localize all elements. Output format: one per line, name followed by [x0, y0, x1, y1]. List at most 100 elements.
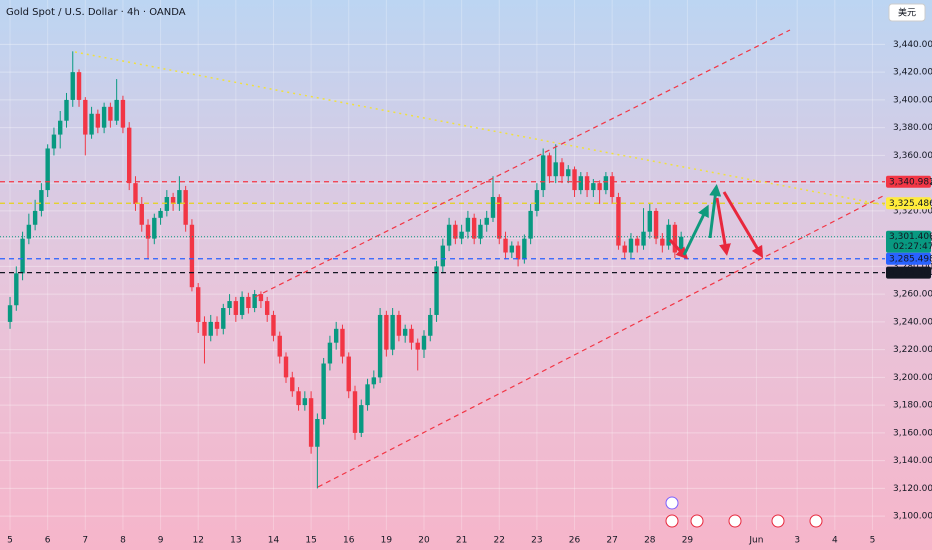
candle-body	[603, 176, 609, 191]
candle-body	[283, 356, 289, 378]
candle-body	[39, 190, 44, 211]
candle-body	[522, 238, 527, 260]
price-label-box	[886, 266, 931, 279]
candle-body	[559, 162, 565, 177]
drawings	[74, 29, 886, 528]
candle-body	[177, 190, 182, 204]
x-tick-label: 13	[230, 536, 241, 546]
candle-body	[547, 155, 552, 177]
x-tick-label: 23	[531, 536, 542, 546]
candle-body	[584, 176, 590, 191]
price-label-box	[886, 230, 931, 253]
x-tick-label: 12	[192, 536, 203, 546]
event-icon[interactable]	[809, 514, 823, 528]
x-tick-label: 5	[7, 536, 13, 546]
countdown: 02:27:47	[893, 242, 932, 252]
chart-title: Gold Spot / U.S. Dollar · 4h · OANDA	[6, 7, 186, 18]
candle-body	[446, 224, 452, 246]
candle-body	[202, 321, 207, 336]
currency-button[interactable]	[888, 3, 926, 22]
candle-body	[628, 238, 634, 253]
candle-body	[20, 238, 25, 274]
candle-body	[258, 294, 264, 302]
candle-body	[515, 245, 521, 260]
candle-body	[233, 301, 239, 315]
candle-body	[440, 245, 446, 267]
x-tick-label: 21	[456, 536, 467, 546]
candle-body	[145, 224, 151, 239]
currency[interactable]: 美元	[898, 7, 916, 19]
event-icon[interactable]	[690, 514, 704, 528]
candle-body	[152, 217, 157, 239]
event-icon[interactable]	[771, 514, 785, 528]
candle-body	[528, 210, 533, 239]
candle-body	[597, 183, 602, 191]
y-tick-label: 3,400.000	[893, 95, 932, 105]
x-tick-label: 16	[343, 536, 355, 546]
candle-body	[635, 238, 640, 246]
candle-body	[553, 162, 558, 177]
candle-body	[396, 314, 402, 336]
x-tick-label: 4	[832, 536, 838, 546]
x-tick-label: 28	[644, 536, 656, 546]
candle-body	[340, 328, 345, 357]
candle-body	[183, 190, 188, 225]
candle-body	[415, 342, 420, 350]
candle-body	[221, 308, 226, 329]
candle-body	[566, 169, 571, 177]
candle-body	[540, 155, 546, 191]
candle-body	[290, 377, 295, 392]
x-tick-label: 29	[682, 536, 694, 546]
x-tick-label: 3	[794, 536, 800, 546]
y-tick-label: 3,200.000	[893, 373, 932, 383]
candle-body	[108, 106, 113, 121]
y-tick-label: 3,160.000	[893, 428, 932, 438]
candle-body	[158, 210, 163, 218]
candle-body	[434, 266, 439, 315]
candle-body	[609, 176, 615, 198]
candle-body	[139, 203, 144, 225]
price-label-box	[886, 175, 931, 188]
candle-body	[308, 398, 314, 447]
x-tick-label: 20	[418, 536, 430, 546]
y-tick-label: 3,420.000	[893, 68, 932, 78]
price-label-box	[886, 252, 931, 265]
arrow	[668, 238, 689, 260]
candle-body	[653, 210, 659, 239]
candle-body	[32, 210, 38, 225]
event-icon[interactable]	[728, 514, 742, 528]
candle-body	[402, 328, 408, 336]
candle-body	[622, 245, 627, 253]
candle-body	[678, 236, 684, 253]
candle-body	[315, 419, 320, 447]
candle-body	[246, 296, 251, 309]
candle-body	[239, 296, 245, 315]
x-tick-label: 27	[606, 536, 617, 546]
candle-body	[333, 328, 339, 343]
price-label: 3,340.982	[889, 177, 932, 187]
candle-body	[277, 335, 282, 357]
price-label: 3,301.400	[889, 232, 932, 242]
x-tick-label: 5	[870, 536, 876, 546]
candle-body	[70, 72, 75, 100]
candle-body	[120, 99, 126, 128]
event-icon[interactable]	[665, 514, 679, 528]
candle-body	[471, 217, 477, 239]
candle-body	[252, 294, 257, 309]
price-label-box	[886, 197, 931, 210]
candle-body	[503, 238, 508, 253]
candle-body	[208, 321, 213, 336]
candle-body	[484, 217, 489, 225]
price-label: 3,275.501	[889, 268, 932, 278]
y-tick-label: 3,380.000	[893, 123, 932, 133]
y-tick-label: 3,180.000	[893, 401, 932, 411]
candle-body	[428, 314, 433, 336]
candle-body	[189, 224, 195, 288]
y-tick-label: 3,240.000	[893, 317, 932, 327]
candle-body	[377, 314, 383, 378]
x-tick-label: 15	[305, 536, 316, 546]
candle-body	[572, 169, 577, 191]
event-icon[interactable]	[665, 496, 679, 510]
